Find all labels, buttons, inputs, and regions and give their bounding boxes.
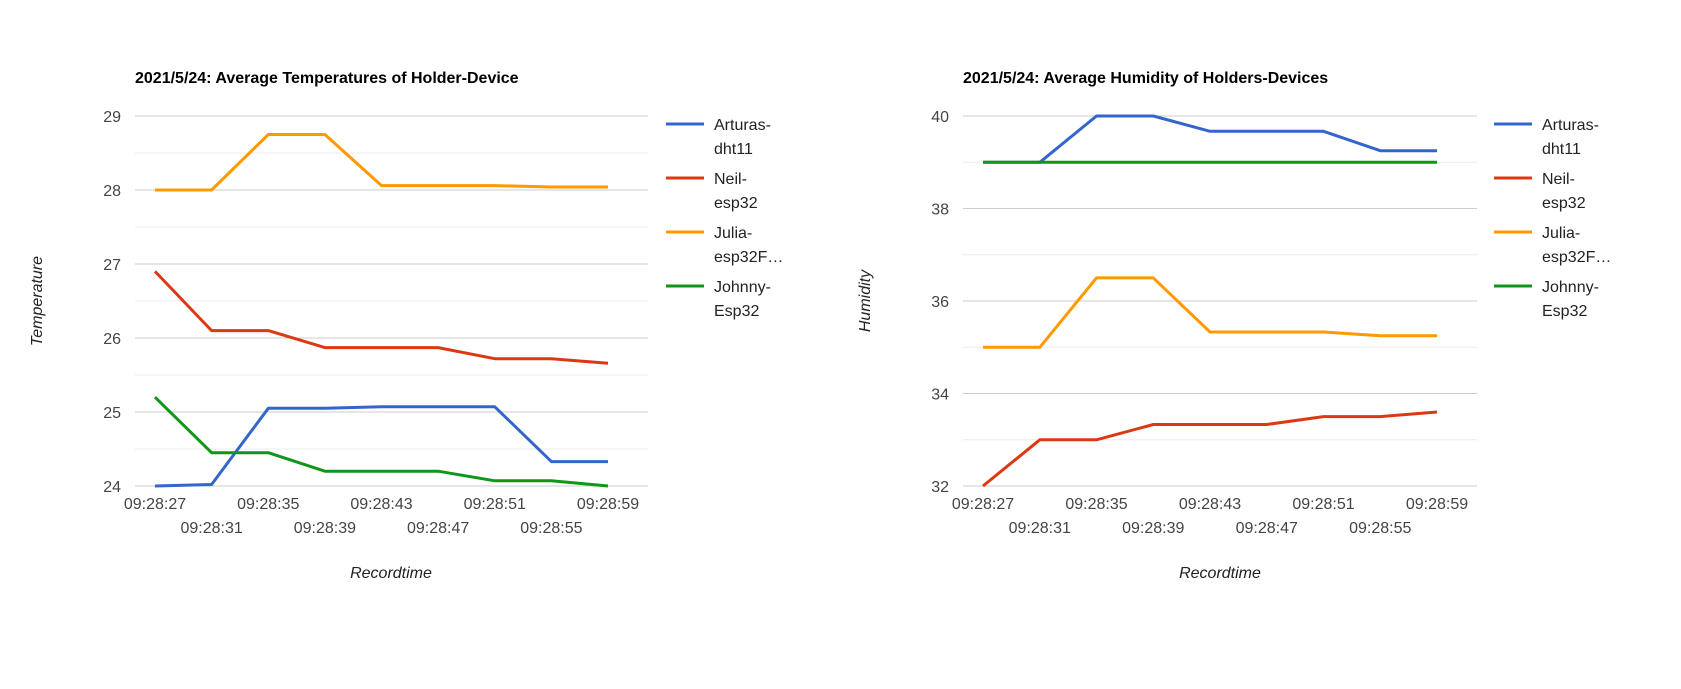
humidity-chart: 2021/5/24: Average Humidity of Holders-D… [857, 70, 1611, 582]
legend-label: Neil- [1542, 171, 1575, 188]
x-tick-label: 09:28:31 [1009, 520, 1071, 537]
x-tick-label: 09:28:47 [407, 520, 469, 537]
series-line-neil-esp32 [153, 270, 609, 365]
legend-item[interactable]: Julia-esp32F… [1494, 225, 1611, 266]
y-tick-label: 25 [103, 405, 121, 422]
series-line-neil-esp32 [982, 410, 1438, 488]
legend-label: Johnny- [1542, 279, 1599, 296]
x-tick-label: 09:28:39 [1122, 520, 1184, 537]
y-tick-label: 32 [931, 479, 949, 496]
legend-label: esp32 [714, 195, 758, 212]
y-tick-label: 38 [931, 202, 949, 219]
legend-item[interactable]: Arturas-dht11 [1494, 117, 1599, 158]
legend-label: Arturas- [1542, 117, 1599, 134]
x-tick-label: 09:28:55 [1349, 520, 1411, 537]
y-tick-label: 40 [931, 109, 949, 126]
y-axis-title: Temperature [29, 256, 46, 346]
y-tick-label: 36 [931, 294, 949, 311]
series-line-arturas-dht11 [154, 405, 608, 488]
chart-title: 2021/5/24: Average Temperatures of Holde… [135, 70, 519, 87]
legend-item[interactable]: Neil-esp32 [1494, 171, 1586, 212]
legend-label: dht11 [714, 141, 753, 158]
x-tick-label: 09:28:55 [520, 520, 582, 537]
series-line-arturas-dht11 [983, 114, 1437, 164]
x-tick-label: 09:28:43 [1179, 496, 1241, 513]
legend-item[interactable]: Johnny- Esp32 [1494, 279, 1599, 320]
x-tick-label: 09:28:35 [237, 496, 299, 513]
legend-label: esp32 [1542, 195, 1586, 212]
legend-label: Julia- [714, 225, 752, 242]
y-axis-title: Humidity [857, 269, 874, 332]
x-tick-label: 09:28:51 [1292, 496, 1354, 513]
series-line-julia-esp32f [155, 133, 608, 192]
y-tick-label: 34 [931, 387, 949, 404]
x-axis-title: Recordtime [350, 565, 432, 582]
y-tick-label: 27 [103, 257, 121, 274]
y-tick-label: 24 [103, 479, 121, 496]
x-tick-label: 09:28:27 [124, 496, 186, 513]
x-tick-label: 09:28:47 [1236, 520, 1298, 537]
legend-label: Esp32 [1542, 303, 1587, 320]
legend-label: Johnny- [714, 279, 771, 296]
y-tick-label: 28 [103, 183, 121, 200]
series-line-johnny-esp32 [153, 396, 609, 488]
x-tick-label: 09:28:43 [350, 496, 412, 513]
legend-item[interactable]: Julia-esp32F… [666, 225, 783, 266]
legend-label: Neil- [714, 171, 747, 188]
series-line-julia-esp32f [983, 276, 1437, 349]
legend-item[interactable]: Johnny- Esp32 [666, 279, 771, 320]
legend-label: esp32F… [714, 249, 783, 266]
legend-item[interactable]: Arturas-dht11 [666, 117, 771, 158]
legend-item[interactable]: Neil-esp32 [666, 171, 758, 212]
x-tick-label: 09:28:27 [952, 496, 1014, 513]
x-tick-label: 09:28:39 [294, 520, 356, 537]
legend-label: Arturas- [714, 117, 771, 134]
legend-label: Esp32 [714, 303, 759, 320]
legend-label: esp32F… [1542, 249, 1611, 266]
x-axis-title: Recordtime [1179, 565, 1261, 582]
y-tick-label: 29 [103, 109, 121, 126]
temperature-chart: 2021/5/24: Average Temperatures of Holde… [29, 70, 783, 582]
x-tick-label: 09:28:51 [464, 496, 526, 513]
x-tick-label: 09:28:31 [180, 520, 242, 537]
chart-title: 2021/5/24: Average Humidity of Holders-D… [963, 70, 1328, 87]
y-tick-label: 26 [103, 331, 121, 348]
x-tick-label: 09:28:59 [1406, 496, 1468, 513]
x-tick-label: 09:28:35 [1065, 496, 1127, 513]
x-tick-label: 09:28:59 [577, 496, 639, 513]
legend-label: dht11 [1542, 141, 1581, 158]
legend-label: Julia- [1542, 225, 1580, 242]
